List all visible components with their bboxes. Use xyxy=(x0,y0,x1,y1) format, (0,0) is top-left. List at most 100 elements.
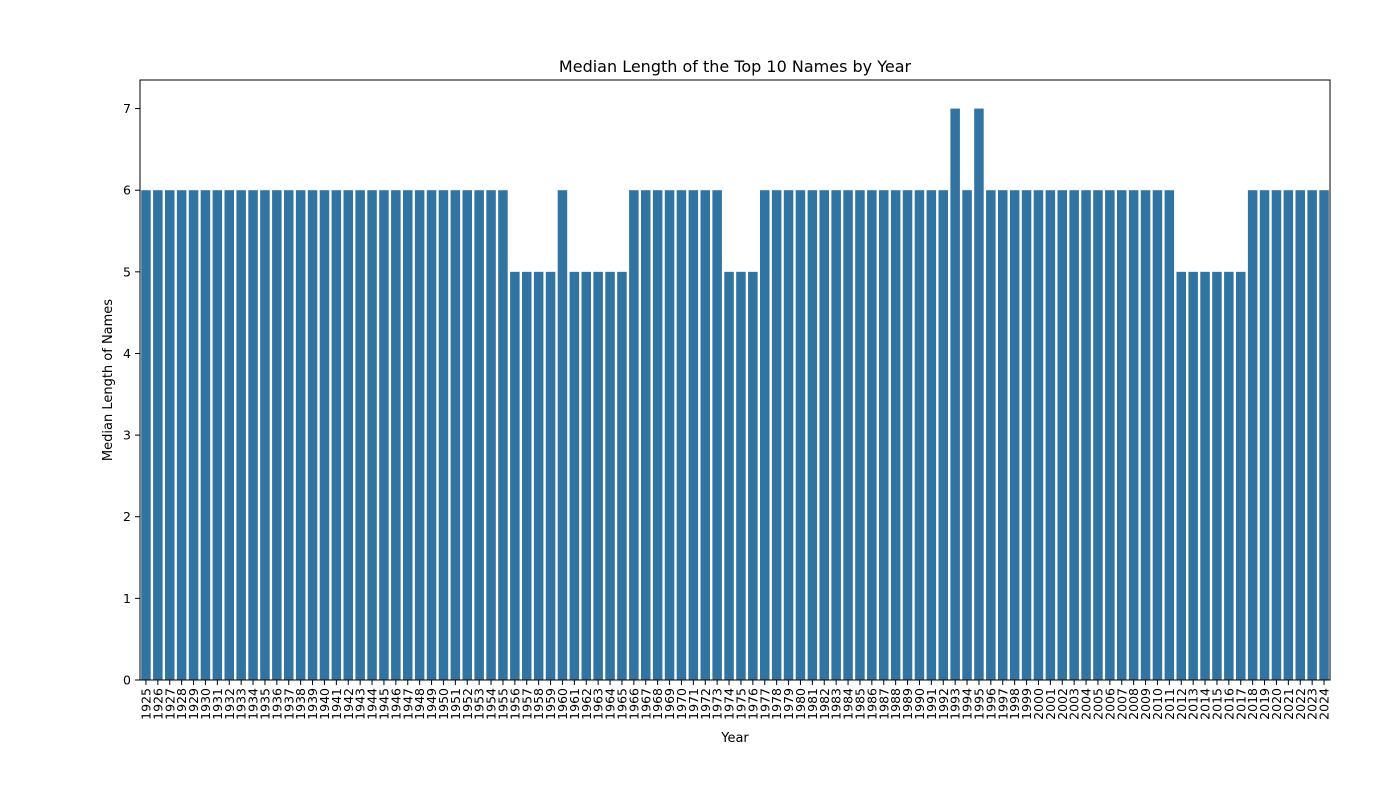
x-tick-label: 1979 xyxy=(781,688,796,720)
bar-1948 xyxy=(414,190,425,680)
bar-1994 xyxy=(962,190,972,680)
bar-2001 xyxy=(1045,190,1056,680)
bar-1934 xyxy=(248,190,258,680)
x-tick-label: 1998 xyxy=(1007,688,1022,720)
bar-2015 xyxy=(1212,271,1222,680)
x-tick-label: 2018 xyxy=(1245,688,1260,720)
bar-1964 xyxy=(605,271,615,680)
x-tick-label: 1926 xyxy=(150,688,165,720)
bar-1968 xyxy=(652,190,663,680)
bar-1963 xyxy=(593,271,603,680)
bar-2020 xyxy=(1271,190,1282,680)
bar-2010 xyxy=(1152,190,1163,680)
x-tick-label: 1991 xyxy=(924,688,939,720)
bar-1975 xyxy=(736,271,746,680)
bar-1998 xyxy=(1009,190,1020,680)
bar-2006 xyxy=(1105,190,1115,680)
x-axis-label: Year xyxy=(720,731,749,746)
bar-2014 xyxy=(1200,271,1210,680)
bar-1939 xyxy=(307,190,318,680)
bar-2002 xyxy=(1057,190,1068,680)
x-tick-label: 2021 xyxy=(1281,688,1296,720)
x-tick-label: 2007 xyxy=(1114,688,1129,720)
bar-1951 xyxy=(450,190,461,680)
x-tick-label: 1946 xyxy=(388,688,403,720)
bar-1926 xyxy=(153,190,163,680)
x-tick-label: 2013 xyxy=(1186,688,1201,720)
y-axis: 0 1 2 3 4 5 6 7 xyxy=(123,101,140,688)
x-tick-label: 1932 xyxy=(222,688,237,720)
bar-1937 xyxy=(283,190,294,680)
x-tick-label: 2002 xyxy=(1055,688,1070,720)
x-tick-label: 1995 xyxy=(971,688,986,720)
x-tick-label: 2006 xyxy=(1102,688,1117,720)
bar-2024 xyxy=(1319,190,1329,680)
bar-1977 xyxy=(759,190,770,680)
bar-1971 xyxy=(688,190,699,680)
bar-1941 xyxy=(331,190,342,680)
x-tick-label: 2005 xyxy=(1090,688,1105,720)
x-tick-label: 1947 xyxy=(400,688,415,720)
y-tick-label: 6 xyxy=(123,183,131,198)
y-tick-label: 1 xyxy=(123,591,131,606)
bar-1996 xyxy=(986,190,996,680)
x-tick-label: 2008 xyxy=(1126,688,1141,720)
y-tick-label: 4 xyxy=(123,346,131,361)
bar-1999 xyxy=(1021,190,1032,680)
bar-1955 xyxy=(498,190,508,680)
bar-1927 xyxy=(164,190,175,680)
x-tick-label: 2015 xyxy=(1209,688,1224,720)
bar-1979 xyxy=(783,190,794,680)
y-axis-label: Median Length of Names xyxy=(101,299,116,461)
bar-1986 xyxy=(867,190,877,680)
x-tick-label: 1949 xyxy=(424,688,439,720)
x-tick-label: 1942 xyxy=(341,688,356,720)
bar-1987 xyxy=(878,190,889,680)
bar-1967 xyxy=(640,190,651,680)
chart-title: Median Length of the Top 10 Names by Yea… xyxy=(559,57,912,76)
x-tick-label: 2010 xyxy=(1150,688,1165,720)
bar-1973 xyxy=(712,190,722,680)
x-tick-label: 1962 xyxy=(579,688,594,720)
y-tick-label: 3 xyxy=(123,428,131,443)
bar-1995 xyxy=(974,108,984,680)
bar-1940 xyxy=(319,190,330,680)
bar-1954 xyxy=(486,190,496,680)
bar-1978 xyxy=(771,190,782,680)
bar-2013 xyxy=(1188,271,1198,680)
bar-1938 xyxy=(295,190,306,680)
x-tick-label: 1939 xyxy=(305,688,320,720)
x-tick-label: 2023 xyxy=(1305,688,1320,720)
x-tick-label: 1985 xyxy=(852,688,867,720)
x-tick-label: 1997 xyxy=(995,688,1010,720)
bar-1959 xyxy=(545,271,556,680)
bar-1958 xyxy=(533,271,544,680)
x-tick-label: 1957 xyxy=(519,688,534,720)
bar-1947 xyxy=(402,190,413,680)
x-tick-label: 1968 xyxy=(650,688,665,720)
x-tick-label: 1966 xyxy=(626,688,641,720)
x-tick-label: 2011 xyxy=(1162,688,1177,720)
x-tick-label: 1935 xyxy=(257,688,272,720)
x-tick-label: 2017 xyxy=(1233,688,1248,720)
bar-2019 xyxy=(1259,190,1270,680)
x-tick-label: 1934 xyxy=(246,688,261,720)
x-tick-label: 1959 xyxy=(543,688,558,720)
bar-1974 xyxy=(724,271,734,680)
x-tick-label: 1953 xyxy=(472,688,487,720)
bar-1982 xyxy=(819,190,830,680)
bar-1949 xyxy=(426,190,437,680)
x-tick-label: 2003 xyxy=(1067,688,1082,720)
x-tick-label: 1993 xyxy=(948,688,963,720)
bar-2021 xyxy=(1283,190,1294,680)
x-tick-label: 1950 xyxy=(436,688,451,720)
x-tick-label: 2012 xyxy=(1174,688,1189,720)
bar-2008 xyxy=(1128,190,1139,680)
x-tick-label: 1944 xyxy=(365,688,380,720)
x-tick-label: 1999 xyxy=(1019,688,1034,720)
y-tick-label: 7 xyxy=(123,101,131,116)
bar-1946 xyxy=(391,190,401,680)
bar-2007 xyxy=(1116,190,1127,680)
bar-1990 xyxy=(914,190,925,680)
bar-1989 xyxy=(902,190,913,680)
